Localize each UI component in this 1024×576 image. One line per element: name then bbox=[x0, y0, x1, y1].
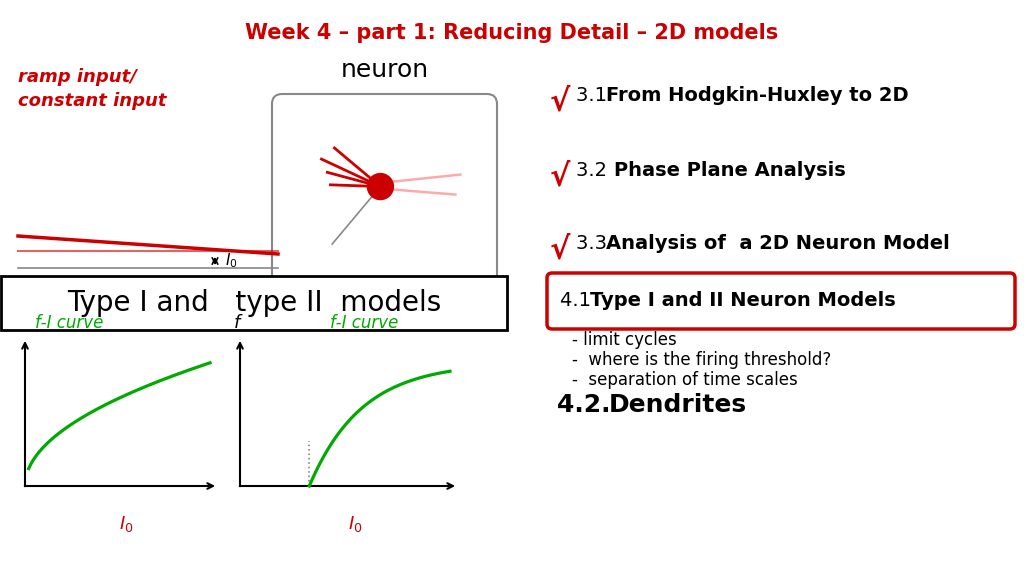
Text: ramp input/
constant input: ramp input/ constant input bbox=[18, 68, 167, 109]
Text: Type I and II Neuron Models: Type I and II Neuron Models bbox=[590, 291, 896, 310]
Text: √: √ bbox=[550, 236, 570, 265]
Text: √: √ bbox=[550, 88, 570, 117]
Text: -  separation of time scales: - separation of time scales bbox=[572, 371, 798, 389]
Text: √: √ bbox=[550, 163, 570, 192]
Text: f-I curve: f-I curve bbox=[35, 314, 103, 332]
Text: $I_0$: $I_0$ bbox=[225, 252, 238, 270]
Text: Phase Plane Analysis: Phase Plane Analysis bbox=[614, 161, 846, 180]
Text: 3.2: 3.2 bbox=[575, 161, 620, 180]
Circle shape bbox=[368, 173, 393, 199]
Text: f-I curve: f-I curve bbox=[330, 314, 398, 332]
Text: Type I and   type II  models: Type I and type II models bbox=[67, 289, 441, 317]
Text: 3.1: 3.1 bbox=[575, 86, 613, 105]
Text: f: f bbox=[233, 314, 241, 332]
FancyBboxPatch shape bbox=[547, 273, 1015, 329]
Text: $I_0$: $I_0$ bbox=[120, 514, 134, 534]
FancyBboxPatch shape bbox=[272, 94, 497, 286]
Text: 4.1: 4.1 bbox=[560, 291, 597, 310]
Text: 4.2.: 4.2. bbox=[557, 393, 620, 417]
Text: -  where is the firing threshold?: - where is the firing threshold? bbox=[572, 351, 831, 369]
Text: Dendrites: Dendrites bbox=[609, 393, 748, 417]
Text: Week 4 – part 1: Reducing Detail – 2D models: Week 4 – part 1: Reducing Detail – 2D mo… bbox=[246, 23, 778, 43]
Text: From Hodgkin-Huxley to 2D: From Hodgkin-Huxley to 2D bbox=[606, 86, 908, 105]
FancyBboxPatch shape bbox=[1, 276, 507, 330]
Text: 3.3: 3.3 bbox=[575, 234, 613, 253]
Text: $I_0$: $I_0$ bbox=[348, 514, 362, 534]
Text: neuron: neuron bbox=[340, 58, 429, 82]
Text: - limit cycles: - limit cycles bbox=[572, 331, 677, 349]
Text: Analysis of  a 2D Neuron Model: Analysis of a 2D Neuron Model bbox=[606, 234, 949, 253]
